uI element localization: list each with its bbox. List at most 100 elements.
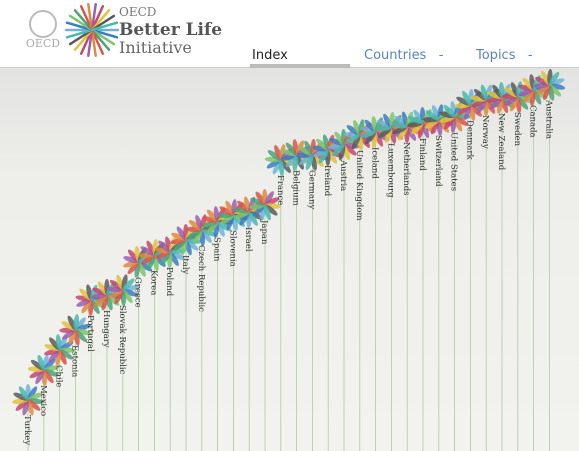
- country-label: Mexico: [38, 385, 48, 416]
- country-label: United Kingdom: [354, 150, 364, 221]
- petal: [30, 359, 44, 371]
- country-flower[interactable]: Turkey: [12, 384, 44, 451]
- country-label: Czech Republic: [196, 245, 206, 312]
- petal: [343, 144, 357, 156]
- country-label: Turkey: [22, 415, 32, 445]
- petal: [397, 126, 408, 141]
- nav-index[interactable]: Index: [252, 48, 288, 63]
- petal: [454, 116, 469, 126]
- petal: [219, 206, 234, 216]
- petal: [59, 349, 73, 360]
- petal: [237, 200, 250, 213]
- country-label: Luxembourg: [385, 143, 395, 198]
- petal: [147, 254, 156, 270]
- nav-label: Index: [252, 48, 288, 63]
- country-label: Estonia: [69, 345, 79, 377]
- petal: [498, 82, 505, 99]
- petal: [543, 84, 551, 101]
- country-flower[interactable]: Slovak Republic: [106, 274, 139, 451]
- petal: [122, 289, 138, 297]
- country-label: Slovak Republic: [117, 305, 127, 375]
- petal: [548, 71, 560, 86]
- petal: [439, 111, 455, 119]
- active-underline: [250, 64, 350, 68]
- petal: [473, 89, 487, 101]
- nav-topics[interactable]: Topics -: [476, 48, 533, 63]
- petal: [417, 122, 425, 139]
- country-flower[interactable]: Switzerland: [422, 104, 455, 451]
- petal: [22, 399, 30, 416]
- logo-area: OECD OECD Better Life Initiative: [26, 3, 222, 57]
- country-label: Chile: [54, 365, 64, 387]
- petal: [360, 130, 376, 138]
- petal: [239, 211, 250, 226]
- country-label: Switzerland: [433, 135, 443, 187]
- petal: [37, 354, 45, 371]
- petal: [171, 232, 187, 241]
- country-flower[interactable]: United Kingdom: [343, 119, 376, 451]
- country-label: Italy: [180, 255, 190, 275]
- country-flower[interactable]: Japan: [249, 189, 281, 451]
- country-flower[interactable]: Mexico: [27, 354, 60, 451]
- petal: [193, 229, 203, 245]
- country-flower[interactable]: Australia: [533, 69, 566, 451]
- petal: [160, 251, 171, 266]
- dropdown-marker: -: [527, 48, 533, 63]
- petal: [487, 91, 503, 99]
- petal: [425, 110, 439, 121]
- logo-text: OECD: [26, 37, 60, 50]
- petal: [13, 392, 29, 401]
- nav-countries[interactable]: Countries -: [364, 48, 443, 63]
- petal: [267, 150, 281, 161]
- nav-label: Countries: [364, 48, 427, 63]
- country-label: Norway: [480, 115, 490, 149]
- petal: [48, 349, 60, 363]
- petal: [206, 221, 218, 235]
- country-flower[interactable]: United States: [438, 101, 471, 451]
- petal: [496, 97, 504, 114]
- petal: [346, 125, 360, 136]
- petal: [331, 144, 345, 157]
- country-label: Sweden: [512, 112, 522, 147]
- petal: [443, 116, 455, 130]
- country-label: France: [275, 175, 285, 205]
- petal: [278, 159, 285, 176]
- petal: [281, 149, 297, 157]
- petal: [127, 261, 139, 275]
- petal: [27, 399, 41, 411]
- country-label: Belgium: [291, 170, 301, 206]
- petal: [408, 116, 424, 124]
- org-name: OECD: [119, 5, 156, 19]
- petal: [188, 220, 202, 231]
- petal: [264, 191, 274, 206]
- petal: [384, 127, 393, 144]
- title-line-1: Better Life: [119, 20, 222, 40]
- petal: [462, 90, 472, 106]
- petal: [329, 137, 345, 146]
- country-label: Korea: [148, 270, 158, 295]
- petal: [18, 386, 29, 401]
- petal: [122, 278, 135, 291]
- title-line-2: Initiative: [119, 38, 192, 57]
- petal: [101, 294, 109, 311]
- petal: [92, 287, 108, 296]
- petal: [202, 216, 218, 224]
- petal: [298, 146, 313, 156]
- petal: [43, 369, 59, 377]
- petal: [27, 386, 38, 401]
- petal: [351, 134, 361, 150]
- country-label: Canada: [528, 105, 538, 138]
- petal: [250, 197, 266, 206]
- country-label: Netherlands: [401, 142, 411, 196]
- petal: [81, 299, 92, 314]
- country-label: Germany: [306, 170, 316, 209]
- petal: [55, 334, 62, 351]
- country-flower[interactable]: Chile: [43, 334, 76, 451]
- petal: [391, 122, 408, 129]
- country-label: Denmark: [464, 120, 474, 161]
- petal: [180, 239, 188, 256]
- country-label: Slovenia: [227, 230, 237, 267]
- petal: [476, 99, 487, 114]
- country-flower[interactable]: Estonia: [59, 314, 91, 451]
